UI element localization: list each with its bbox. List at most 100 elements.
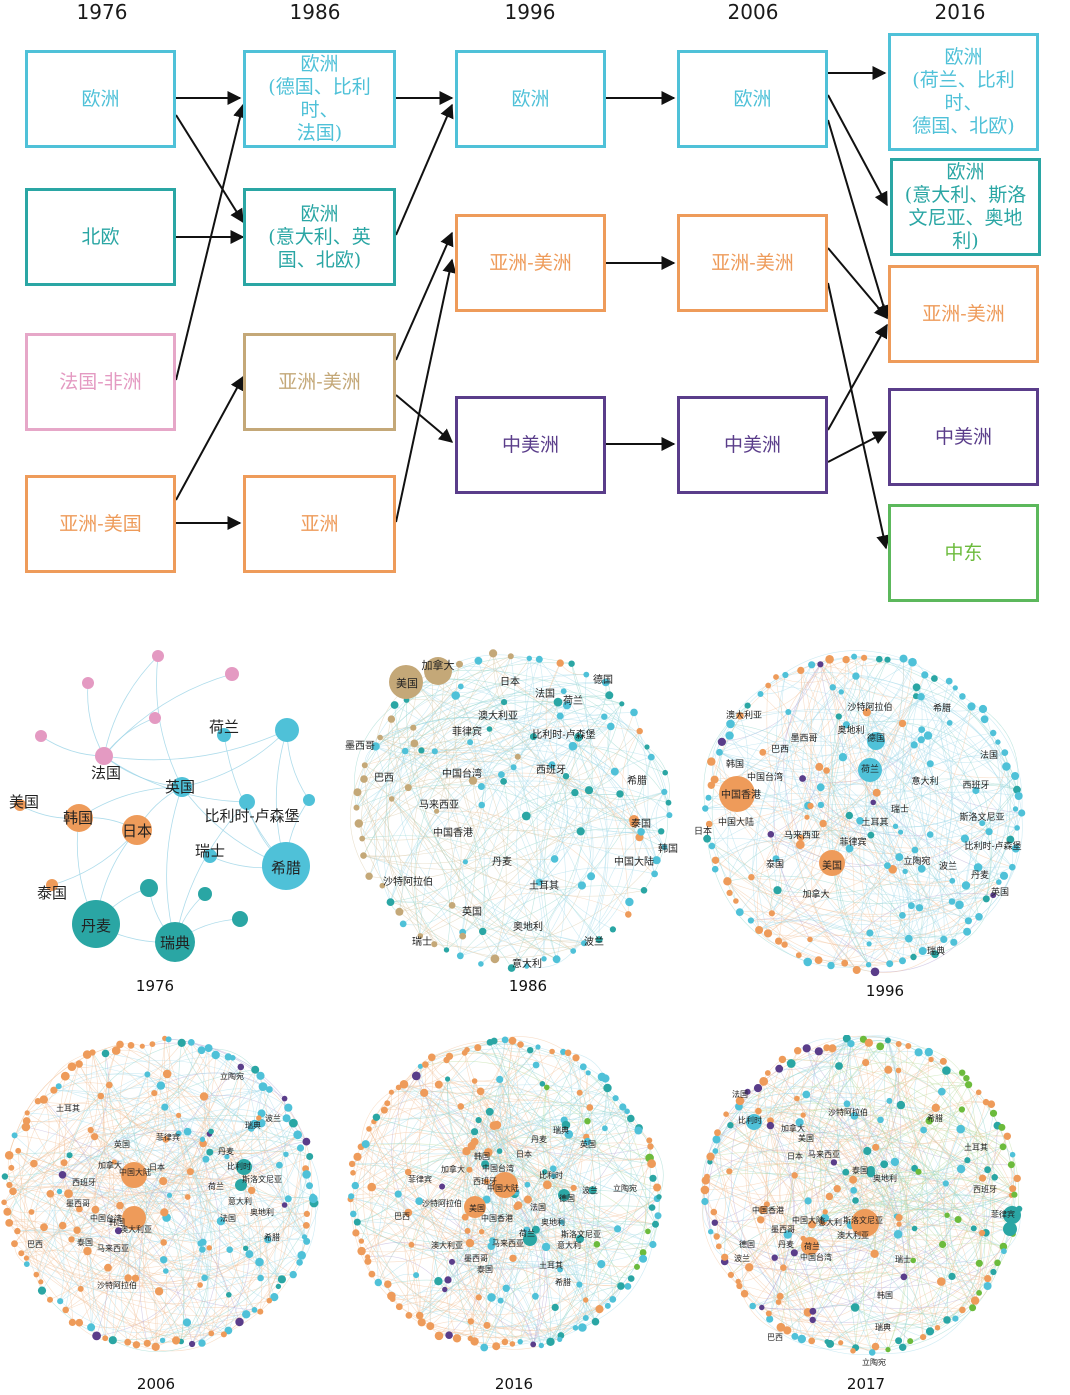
network-edge [489, 1042, 587, 1328]
network-node-label: 德国 [739, 1239, 755, 1249]
network-edge [758, 770, 829, 931]
network-edge [721, 664, 821, 743]
network-edge [397, 1119, 639, 1195]
network-node [656, 1194, 662, 1200]
box-1976-asia-us: 亚洲-美国 [25, 475, 176, 573]
network-edge [4, 1145, 191, 1177]
network-edge [481, 736, 534, 806]
network-node [561, 1120, 571, 1130]
network-node-label: 西班牙 [962, 779, 989, 791]
network-node [705, 820, 713, 828]
network-node [199, 1092, 209, 1101]
network-node [105, 1081, 113, 1089]
network-node-label: 英国 [991, 886, 1009, 898]
network-node [850, 1112, 859, 1120]
network-node [139, 1043, 145, 1049]
network-node [111, 1159, 117, 1165]
network-node [464, 1047, 470, 1053]
network-edge [394, 704, 545, 959]
network-node [37, 1286, 47, 1295]
network-edge [836, 1038, 938, 1328]
network-node [367, 1182, 376, 1192]
network-node [258, 1082, 268, 1091]
network-node [999, 1143, 1007, 1151]
network-edge [872, 1307, 973, 1354]
network-node [535, 878, 543, 886]
network-edge [362, 737, 579, 841]
network-edge [829, 659, 994, 896]
network-edge [391, 798, 451, 950]
network-node [439, 1183, 446, 1190]
network-edge [719, 752, 801, 845]
network-node [823, 767, 830, 774]
network-node [978, 704, 988, 714]
network-node [707, 781, 715, 789]
network-node [852, 672, 860, 680]
network-edge [40, 735, 105, 757]
network-node [735, 1096, 745, 1106]
network-edge [8, 1155, 70, 1223]
network-edge [429, 1066, 584, 1327]
network-edge [3, 1202, 247, 1317]
network-node-label: 比利时-卢森堡 [532, 728, 595, 741]
network-node [1007, 1161, 1015, 1169]
network-node [541, 1242, 551, 1252]
network-edge [480, 1091, 587, 1301]
network-node [275, 1283, 282, 1290]
network-edge [752, 1305, 856, 1350]
network-node [266, 1297, 273, 1304]
network-node [572, 1054, 580, 1062]
network-node [972, 786, 980, 795]
network-node [92, 1331, 101, 1341]
network-node [833, 1185, 841, 1193]
network-edge [180, 1171, 212, 1342]
network-edge [367, 1212, 409, 1262]
network-node [172, 777, 192, 797]
network-node [474, 656, 483, 665]
network-node [759, 1304, 765, 1311]
network-edge [827, 1300, 976, 1349]
network-edge [561, 1222, 653, 1250]
network-node-label: 丹麦 [971, 869, 989, 881]
network-node [456, 952, 464, 960]
network-edge [62, 1069, 256, 1226]
network-node [593, 1241, 601, 1248]
network-node-label: 中国台湾 [800, 1252, 832, 1262]
network-node [457, 1103, 465, 1110]
network-node-label: 波兰 [582, 1185, 598, 1195]
network-edge [889, 1100, 1013, 1235]
network-node [908, 902, 915, 910]
network-node [197, 1240, 204, 1247]
network-node [266, 1086, 273, 1093]
network-node [842, 655, 850, 664]
network-edge [863, 696, 922, 964]
network-node-label: 斯洛文尼亚 [959, 811, 1004, 823]
network-edge [147, 1326, 225, 1344]
network-edge [706, 1173, 980, 1294]
network-node [851, 653, 858, 660]
network-node [508, 1036, 517, 1045]
network-node [122, 815, 152, 845]
network-edge [414, 701, 505, 936]
network-node [236, 1159, 252, 1175]
network-edge [871, 1278, 988, 1353]
network-node [570, 948, 577, 954]
network-edge [25, 1126, 240, 1323]
network-edge [923, 1129, 1017, 1219]
network-node [361, 1140, 370, 1149]
network-node-label: 法国 [220, 1213, 236, 1223]
network-node [880, 1160, 889, 1169]
network-node [896, 1221, 902, 1227]
network-node [239, 794, 255, 810]
arrow [827, 431, 888, 463]
network-edge [775, 816, 808, 859]
network-edge [717, 1107, 936, 1155]
network-edge [37, 1042, 182, 1104]
network-node [483, 1178, 490, 1185]
network-edge [71, 1236, 167, 1272]
network-node [417, 1318, 426, 1327]
network-node [801, 1237, 819, 1255]
network-node [284, 1103, 293, 1112]
network-edge [879, 1046, 969, 1086]
